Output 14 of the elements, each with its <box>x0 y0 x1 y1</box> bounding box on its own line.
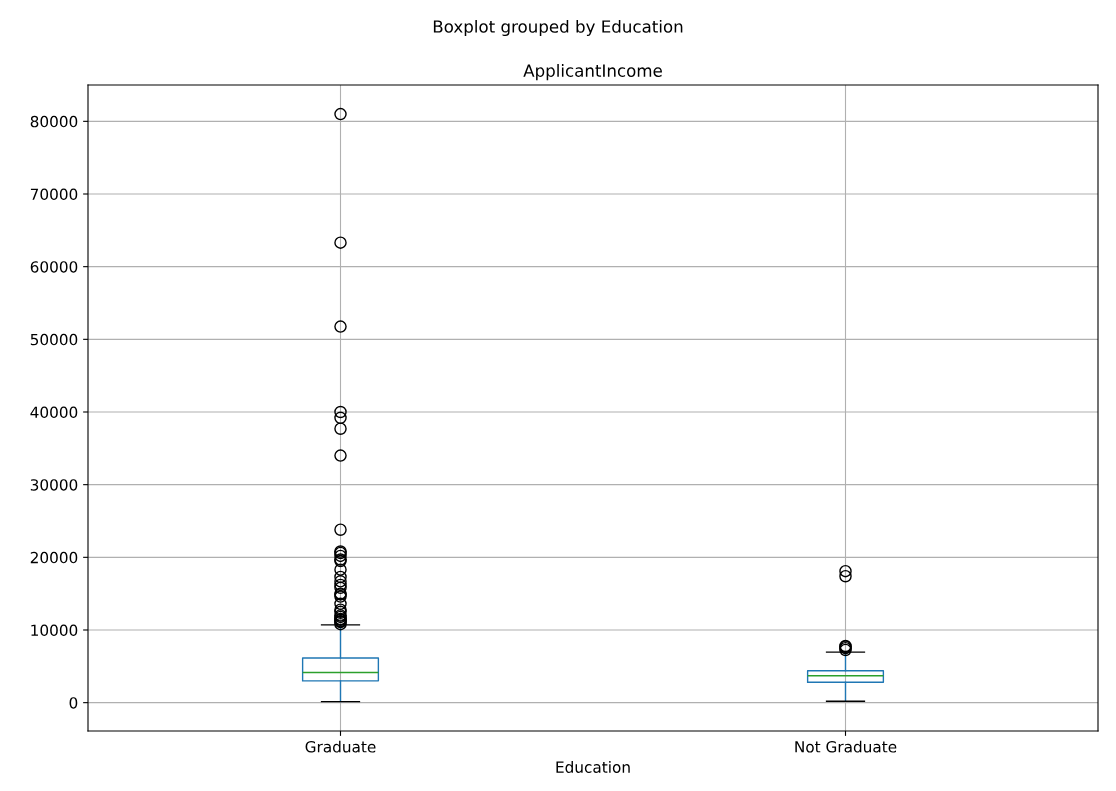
y-tick-label: 0 <box>69 697 78 709</box>
y-tick-label: 60000 <box>30 261 78 273</box>
x-axis-title: Education <box>556 761 630 773</box>
y-tick-label: 50000 <box>30 333 78 346</box>
chart-subtitle: Boxplot grouped by Education <box>433 19 683 37</box>
y-tick-label: 80000 <box>30 115 78 128</box>
x-tick-label: Not Graduate <box>795 740 897 753</box>
y-tick-label: 30000 <box>30 479 78 491</box>
y-tick-label: 40000 <box>30 406 78 419</box>
y-tick-label: 10000 <box>31 624 78 637</box>
y-tick-label: 70000 <box>30 188 78 201</box>
y-tick-label: 20000 <box>30 551 78 564</box>
chart-title: ApplicantIncome <box>523 64 662 81</box>
x-tick-label: Graduate <box>305 740 376 753</box>
